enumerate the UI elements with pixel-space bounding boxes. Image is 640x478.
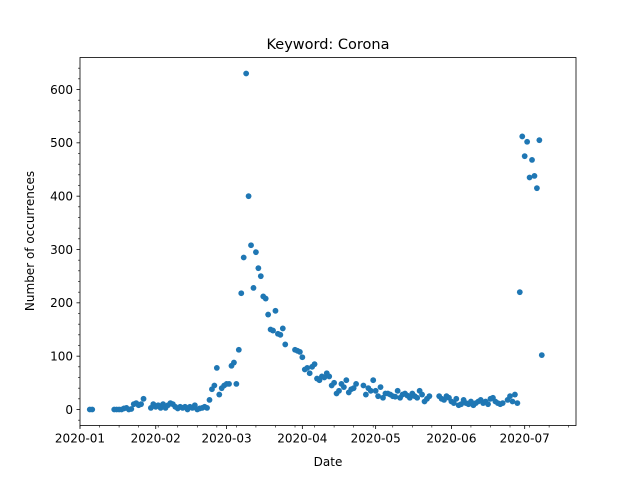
data-point [392,393,399,400]
data-point [277,331,284,338]
chart-title: Keyword: Corona [266,37,389,53]
x-tick-label: 2020-05 [351,432,401,446]
y-axis-ticks: 0 100 200 300 400 500 600 [50,67,80,421]
data-point [255,265,262,272]
data-point [191,402,198,409]
y-tick-label: 0 [65,403,73,417]
data-point [270,327,276,334]
y-tick-label: 100 [50,349,73,363]
data-point [321,374,328,381]
data-point [534,185,540,192]
data-point [375,393,381,400]
data-point [231,359,237,366]
data-point [306,370,313,377]
data-point [262,295,269,302]
data-point [331,379,338,386]
data-point [279,325,286,332]
y-tick-label: 400 [50,189,73,203]
y-tick-label: 200 [50,296,73,310]
data-point [211,382,218,389]
x-tick-label: 2020-02 [131,432,181,446]
data-point [485,401,491,408]
data-point [326,373,333,380]
data-point [512,391,518,398]
data-point [243,70,250,77]
data-point [526,174,533,181]
data-point [343,377,350,384]
data-point [233,381,240,387]
data-point [521,153,528,160]
data-point [250,285,257,291]
data-point [265,311,272,318]
x-axis-ticks: 2020-01 2020-02 2020-03 2020-04 2020-05 2020-… [55,425,569,446]
y-axis-label: Number of occurrences [23,171,37,311]
data-point [406,394,413,401]
data-point [507,393,513,400]
data-points [86,70,545,413]
data-point [458,401,465,408]
data-point [372,387,379,394]
plot-frame [79,57,577,426]
data-point [297,349,303,355]
data-point [128,406,135,412]
data-point [524,138,531,145]
data-point [377,384,384,390]
data-point [304,365,311,371]
data-point [235,346,242,353]
data-point [238,290,245,297]
data-point [426,393,433,400]
data-point [367,387,374,394]
data-point [350,385,357,392]
data-point [353,381,359,387]
data-point [536,137,543,144]
data-point [450,400,457,406]
data-point [419,391,425,398]
data-point [213,365,220,371]
x-tick-label: 2020-06 [426,432,476,446]
x-tick-label: 2020-03 [202,432,252,446]
data-point [240,254,247,261]
data-point [380,394,386,401]
data-point [529,157,535,163]
data-point [509,398,516,405]
data-point [206,397,213,403]
data-point [516,289,523,296]
data-point [138,401,144,408]
data-point [299,354,306,361]
data-point [248,242,254,249]
data-point [538,352,545,358]
data-point [216,391,223,398]
x-tick-label: 2020-04 [277,432,327,446]
data-point [531,173,538,179]
data-point [204,405,210,411]
data-point [311,361,318,368]
data-point [499,400,506,406]
data-point [336,387,342,394]
data-point [89,406,96,413]
data-point [360,382,367,389]
x-tick-label: 2020-07 [500,432,550,446]
data-point [414,394,421,401]
data-point [340,384,347,390]
data-point [245,193,252,200]
y-tick-label: 600 [50,83,73,97]
data-point [453,395,460,402]
data-point [514,400,521,406]
y-tick-label: 500 [50,136,73,150]
data-point [394,387,401,394]
data-point [257,273,264,280]
data-point [282,341,289,348]
x-axis-label: Date [314,455,343,469]
data-point [519,133,526,140]
y-tick-label: 300 [50,243,73,257]
data-point [362,391,369,398]
data-point [226,381,232,387]
data-point [272,307,279,314]
x-tick-label: 2020-01 [55,432,105,446]
data-point [253,249,259,256]
data-point [140,395,147,402]
data-point [370,377,377,384]
